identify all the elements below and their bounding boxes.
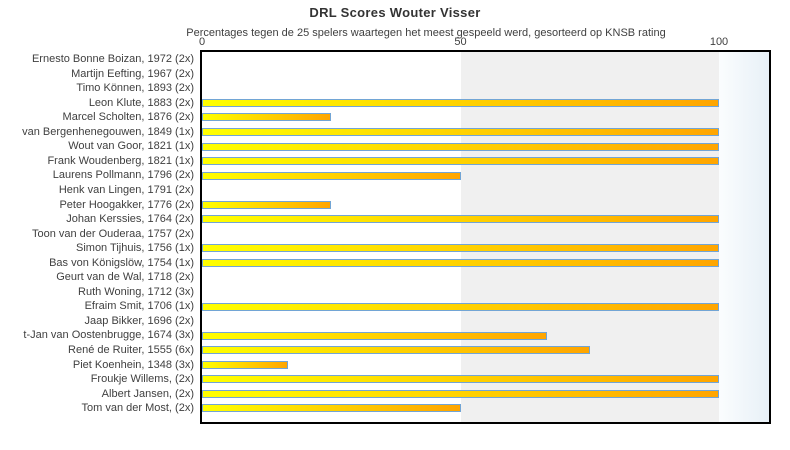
row-label: Albert Jansen, (2x) <box>101 387 194 400</box>
bar <box>202 200 332 209</box>
row-label: t-Jan van Oostenbrugge, 1674 (3x) <box>23 329 194 342</box>
y-axis-category-labels: Ernesto Bonne Boizan, 1972 (2x) Martijn E… <box>0 52 197 422</box>
bar <box>202 215 719 224</box>
x-axis-tick-label: 50 <box>454 36 467 48</box>
bar <box>202 302 719 311</box>
x-axis-tick-label: 0 <box>198 36 206 48</box>
bar <box>202 258 719 267</box>
row-label: Henk van Lingen, 1791 (2x) <box>58 183 194 196</box>
row-label: Ernesto Bonne Boizan, 1972 (2x) <box>31 53 194 65</box>
bar <box>202 157 719 166</box>
background-band-50-100 <box>460 52 719 422</box>
bar <box>202 128 719 137</box>
row-label: Froukje Willems, (2x) <box>90 373 194 386</box>
row-label: Efraim Smit, 1706 (1x) <box>84 300 194 313</box>
row-label: Toon van der Ouderaa, 1757 (2x) <box>31 227 194 240</box>
row-label: René de Ruiter, 1555 (6x) <box>68 344 194 356</box>
row-label: Bas von Königslöw, 1754 (1x) <box>49 256 194 269</box>
row-label: Wout van Goor, 1821 (1x) <box>68 140 194 153</box>
row-label: Timo Können, 1893 (2x) <box>76 82 194 95</box>
row-label: Laurens Pollmann, 1796 (2x) <box>52 169 194 182</box>
plot-area <box>200 50 771 424</box>
bar <box>202 142 719 151</box>
x-axis-top: 0 50 100 <box>198 36 771 49</box>
chart-subtitle: Percentages tegen de 25 spelers waartege… <box>186 27 666 39</box>
x-axis-tick-label: 100 <box>709 36 729 48</box>
row-label: van Bergenhenegouwen, 1849 (1x) <box>22 125 194 138</box>
row-label: Geurt van de Wal, 1718 (2x) <box>56 271 194 284</box>
row-label: Jaap Bikker, 1696 (2x) <box>84 314 194 327</box>
bar <box>202 360 289 369</box>
bars-layer <box>202 52 769 422</box>
chart-title: DRL Scores Wouter Visser <box>309 5 481 20</box>
bar <box>202 244 719 253</box>
row-label: Frank Woudenberg, 1821 (1x) <box>47 154 194 167</box>
bar <box>202 404 461 413</box>
bar <box>202 346 590 355</box>
bar <box>202 375 719 384</box>
row-label: Ruth Woning, 1712 (3x) <box>78 285 194 298</box>
background-band-over-100 <box>719 52 769 422</box>
row-label: Peter Hoogakker, 1776 (2x) <box>59 198 194 211</box>
row-label: Piet Koenhein, 1348 (3x) <box>72 358 194 371</box>
bar <box>202 389 719 398</box>
row-label: Leon Klute, 1883 (2x) <box>88 96 194 109</box>
row-label: Johan Kerssies, 1764 (2x) <box>66 213 194 226</box>
bar <box>202 113 332 122</box>
row-label: Tom van der Most, (2x) <box>81 402 194 415</box>
row-label: Marcel Scholten, 1876 (2x) <box>62 111 194 124</box>
bar <box>202 171 461 180</box>
bar <box>202 98 719 107</box>
bar <box>202 331 547 340</box>
row-label: Simon Tijhuis, 1756 (1x) <box>76 242 194 255</box>
row-label: Martijn Eefting, 1967 (2x) <box>71 67 194 80</box>
